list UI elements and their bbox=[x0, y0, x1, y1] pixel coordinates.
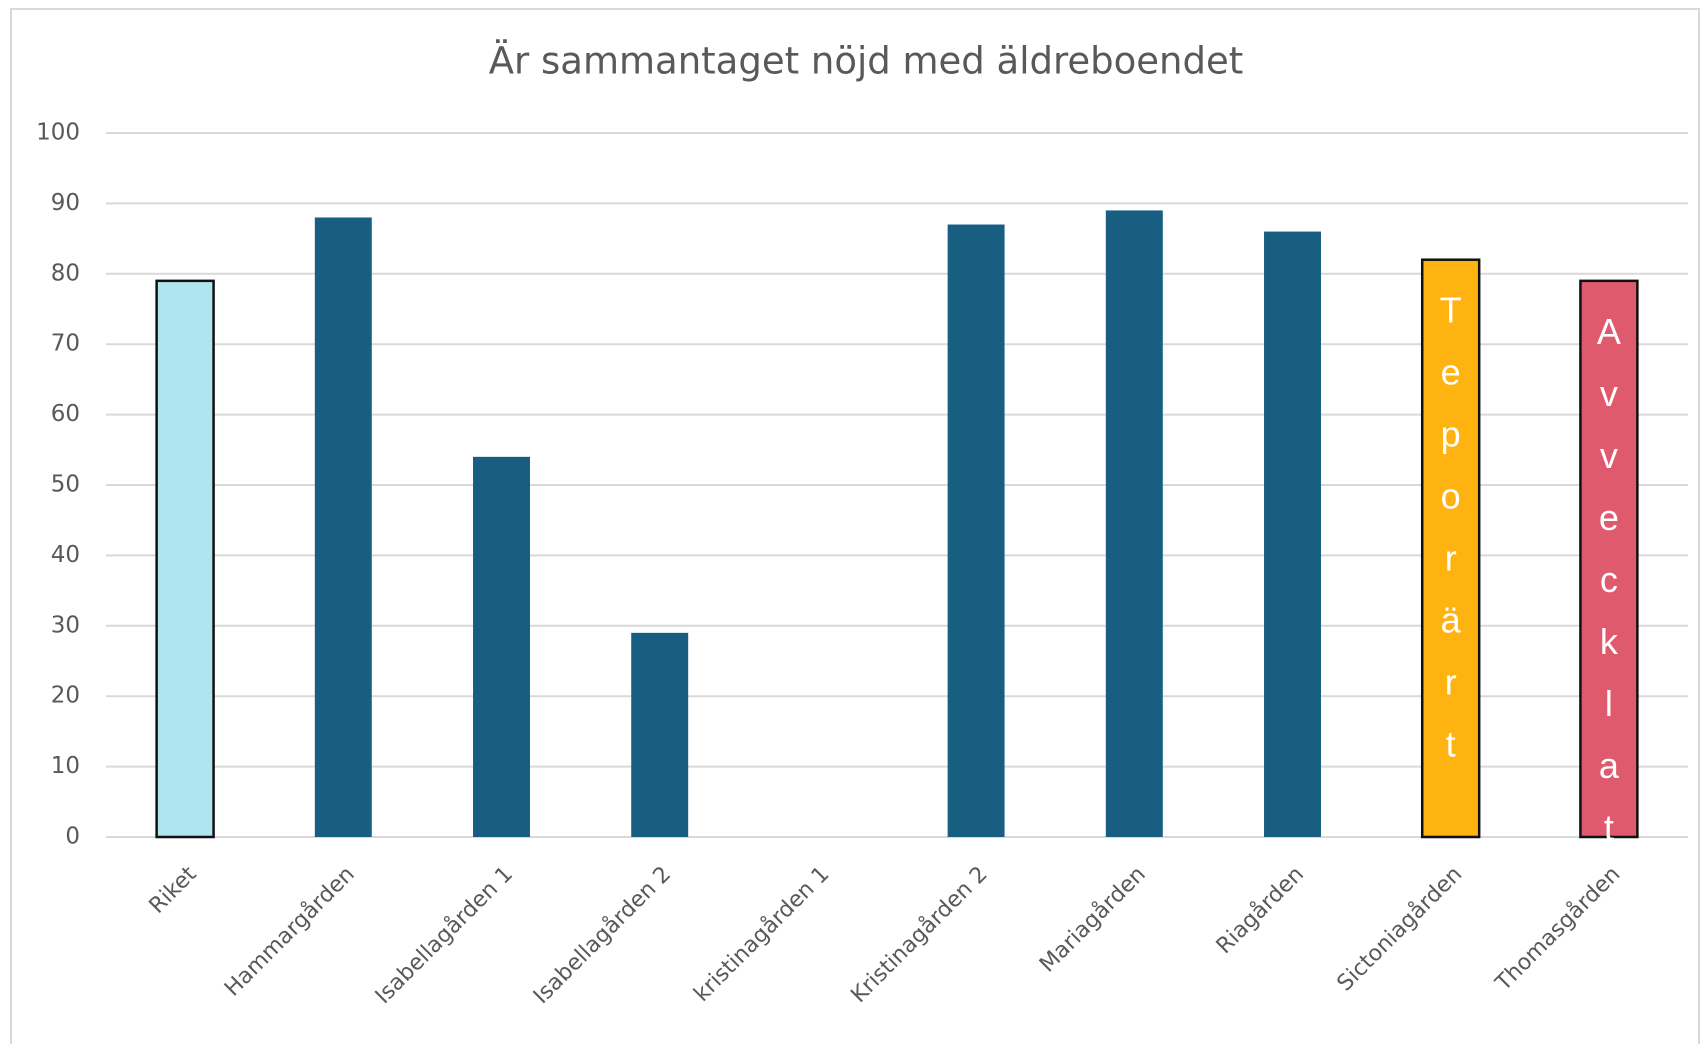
y-tick-label: 20 bbox=[51, 683, 80, 709]
bar bbox=[155, 279, 215, 839]
annotation: Avvecklat bbox=[1588, 311, 1629, 869]
bar bbox=[1264, 231, 1321, 837]
bar bbox=[947, 224, 1005, 837]
y-tick-label: 10 bbox=[51, 753, 80, 779]
chart-frame bbox=[10, 8, 1700, 1044]
bar bbox=[1105, 210, 1163, 837]
bar bbox=[631, 632, 689, 837]
y-tick-label: 40 bbox=[51, 542, 80, 568]
annotation: Teporärt bbox=[1430, 290, 1471, 786]
bar bbox=[473, 456, 530, 837]
y-tick-label: 50 bbox=[51, 472, 80, 498]
y-tick-label: 80 bbox=[51, 260, 80, 286]
bar bbox=[314, 217, 372, 838]
bar bbox=[1579, 279, 1639, 839]
y-tick-label: 100 bbox=[36, 120, 80, 146]
chart-title: Är sammantaget nöjd med äldreboendet bbox=[489, 40, 1244, 83]
y-tick-label: 70 bbox=[51, 331, 80, 357]
y-tick-label: 60 bbox=[51, 401, 80, 427]
y-tick-label: 90 bbox=[51, 190, 80, 216]
bar bbox=[1420, 258, 1481, 839]
y-tick-label: 0 bbox=[65, 824, 80, 850]
y-tick-label: 30 bbox=[51, 612, 80, 638]
